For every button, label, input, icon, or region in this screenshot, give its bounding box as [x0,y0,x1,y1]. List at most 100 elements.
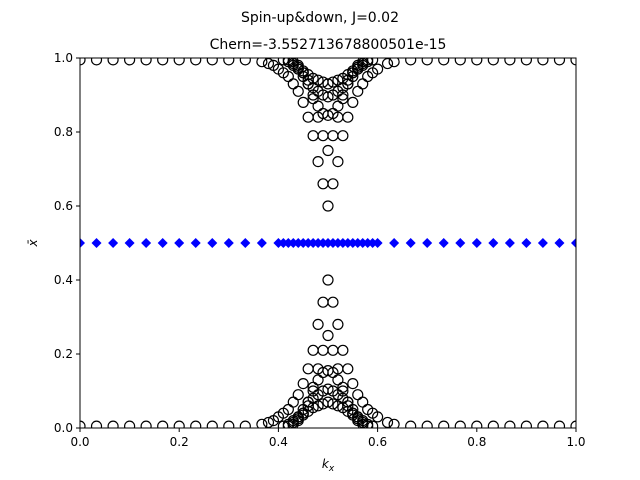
data-point-circle [367,420,379,428]
chart-title: Chern=-3.552713678800501e-15 [210,37,447,53]
x-axis-ticks: 0.0 0.2 0.4 0.6 0.8 1.0 [70,428,586,449]
data-point-diamond [141,238,152,248]
data-point-circle [307,130,319,142]
data-point-circle [317,178,329,190]
data-point-diamond [521,238,532,248]
data-point-circle [80,58,86,66]
data-point-circle [553,420,566,428]
data-point-circle [332,318,344,330]
data-point-circle [312,400,324,412]
data-point-circle [322,78,334,90]
data-point-diamond [190,238,201,248]
x-axis-label: kx [322,457,335,474]
data-point-circle [405,420,417,428]
data-point-circle [302,111,314,123]
data-point-circle [332,156,344,168]
data-point-circle [553,58,566,66]
data-point-diamond [554,238,565,248]
data-point-circle [317,296,329,308]
data-point-circle [381,58,394,70]
data-point-circle [256,418,268,428]
data-point-circle [239,420,251,428]
data-point-diamond [405,238,416,248]
data-point-diamond [157,238,168,248]
data-point-circle [140,420,152,428]
data-point-circle [405,58,417,66]
data-point-circle [223,58,235,66]
data-point-circle [307,402,319,414]
series-0 [80,58,576,428]
data-point-circle [357,396,369,408]
data-point-circle [537,58,549,66]
data-point-diamond [174,238,185,248]
y-tick-label: 1.0 [54,51,73,65]
data-point-circle [332,100,344,112]
data-point-circle [312,156,324,168]
data-point-circle [332,74,344,86]
data-point-circle [322,383,334,395]
data-point-circle [292,389,304,401]
y-axis-ticks: 0.0 0.2 0.4 0.6 0.8 1.0 [54,51,80,435]
data-point-diamond [207,238,218,248]
data-point-circle [190,420,202,428]
data-point-circle [367,58,379,66]
data-point-diamond [422,238,433,248]
data-point-circle [292,85,304,97]
data-point-circle [454,420,466,428]
data-point-circle [312,74,324,86]
data-point-diamond [80,238,85,248]
y-tick-label: 0.2 [54,347,73,361]
data-point-circle [107,58,119,66]
data-point-circle [124,420,136,428]
data-point-circle [342,363,354,375]
plot-frame [79,57,577,429]
data-point-circle [362,418,374,428]
data-point-diamond [372,238,383,248]
data-point-circle [307,344,319,356]
data-point-circle [504,420,516,428]
data-point-circle [421,420,433,428]
data-point-circle [317,130,329,142]
data-point-circle [352,413,364,425]
data-point-diamond [571,238,576,248]
data-point-circle [312,100,324,112]
data-point-diamond [389,238,400,248]
data-point-circle [239,58,251,66]
x-tick-label: 0.4 [269,435,288,449]
data-point-circle [124,58,136,66]
data-point-diamond [537,238,548,248]
data-point-circle [327,344,339,356]
data-point-circle [520,420,532,428]
data-point-circle [297,378,309,390]
y-tick-label: 0.0 [54,421,73,435]
data-point-diamond [223,238,234,248]
data-point-circle [312,374,324,386]
data-point-circle [256,58,268,68]
data-point-circle [307,72,319,84]
data-point-circle [322,365,334,377]
series-1 [80,238,576,248]
data-point-diamond [488,238,499,248]
data-point-diamond [240,238,251,248]
data-point-circle [347,378,359,390]
data-point-circle [372,411,384,423]
data-point-circle [223,420,235,428]
data-point-circle [90,420,103,428]
data-markers [80,58,576,428]
data-point-circle [570,58,576,66]
data-point-circle [312,318,324,330]
data-point-circle [347,96,359,109]
data-point-circle [504,58,516,66]
data-point-circle [206,420,218,428]
data-point-circle [317,344,329,356]
x-tick-label: 0.0 [70,435,89,449]
data-point-circle [352,61,364,73]
y-axis-label: x̄ [26,239,40,248]
data-point-diamond [91,238,102,248]
data-point-circle [80,420,86,428]
x-tick-label: 0.6 [368,435,387,449]
data-point-diamond [504,238,515,248]
data-point-circle [342,111,354,123]
data-point-circle [487,420,499,428]
data-point-circle [337,130,349,142]
